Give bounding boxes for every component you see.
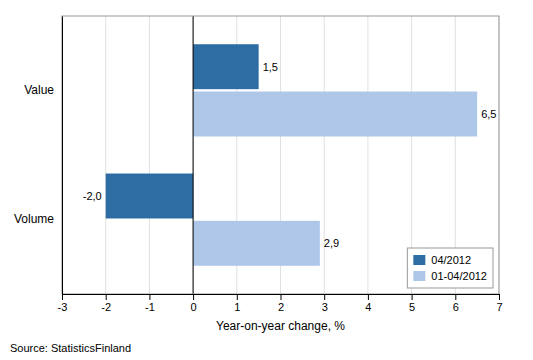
legend-item: 01-04/2012 bbox=[413, 270, 487, 282]
data-label: 1,5 bbox=[263, 61, 278, 73]
legend: 04/2012 01-04/2012 bbox=[407, 248, 493, 288]
bar bbox=[106, 174, 193, 219]
bars bbox=[106, 44, 477, 266]
x-axis: -3 -2 -1 0 1 2 3 4 5 6 7 bbox=[58, 294, 503, 313]
tick: 7 bbox=[496, 294, 502, 313]
tick-mark bbox=[237, 294, 238, 300]
tick: 1 bbox=[234, 294, 240, 313]
annotation: Source: StatisticsFinland bbox=[10, 342, 131, 354]
tick: -1 bbox=[145, 294, 155, 313]
axis-line bbox=[62, 17, 63, 295]
tick-label: -2 bbox=[101, 301, 111, 313]
tick-label: 5 bbox=[409, 301, 415, 313]
axis-title: Year-on-year change, % bbox=[216, 319, 345, 333]
tick-mark bbox=[106, 294, 107, 300]
tick: 5 bbox=[409, 294, 415, 313]
tick-mark bbox=[149, 294, 150, 300]
grid-line bbox=[193, 16, 194, 294]
tick: 3 bbox=[322, 294, 328, 313]
data-label: -2,0 bbox=[83, 190, 102, 202]
bar bbox=[193, 44, 259, 89]
data-label: 2,9 bbox=[324, 237, 339, 249]
tick: -2 bbox=[101, 294, 111, 313]
tick-label: Volume bbox=[14, 212, 54, 226]
tick-mark bbox=[193, 294, 194, 300]
zero-line bbox=[193, 16, 194, 294]
data-label: 6,5 bbox=[481, 108, 496, 120]
tick-label: 7 bbox=[496, 301, 502, 313]
legend-item: 04/2012 bbox=[413, 254, 471, 266]
axis-line bbox=[63, 295, 500, 301]
grid-line bbox=[149, 16, 150, 294]
tick-label: 0 bbox=[191, 301, 197, 313]
tick-label: 6 bbox=[453, 301, 459, 313]
tick-label: 3 bbox=[322, 301, 328, 313]
tick: 4 bbox=[365, 294, 371, 313]
tick-mark bbox=[499, 294, 500, 300]
tick-mark bbox=[455, 294, 456, 300]
y-axis: Value Volume bbox=[14, 17, 63, 295]
tick: 2 bbox=[278, 294, 284, 313]
tick-label: -1 bbox=[145, 301, 155, 313]
chart: -3 -2 -1 0 1 2 3 4 5 6 7 Value Volume 1,5 -2,0 6,5 2,9 04… bbox=[0, 0, 533, 360]
tick-mark bbox=[412, 294, 413, 300]
tick: Volume bbox=[14, 212, 62, 226]
legend-label: 04/2012 bbox=[431, 254, 471, 266]
tick: Value bbox=[24, 83, 62, 97]
tick-label: -3 bbox=[58, 301, 68, 313]
legend-label: 01-04/2012 bbox=[431, 270, 487, 282]
grid-line bbox=[367, 16, 368, 294]
grid bbox=[62, 16, 499, 294]
tick: -3 bbox=[58, 294, 68, 313]
data-labels: 1,5 -2,0 6,5 2,9 bbox=[83, 61, 497, 250]
bar bbox=[193, 221, 320, 266]
grid-line bbox=[324, 16, 325, 294]
tick-label: 1 bbox=[234, 301, 240, 313]
legend-frame bbox=[407, 248, 493, 288]
tick-mark bbox=[62, 294, 63, 300]
tick-mark bbox=[368, 294, 369, 300]
plot-frame bbox=[62, 16, 499, 294]
grid-line bbox=[105, 16, 106, 294]
tick-mark bbox=[324, 294, 325, 300]
tick: 0 bbox=[191, 294, 197, 313]
tick-label: 2 bbox=[278, 301, 284, 313]
tick-label: 4 bbox=[365, 301, 371, 313]
tick-mark bbox=[281, 294, 282, 300]
legend-swatch bbox=[413, 255, 425, 265]
plot: -3 -2 -1 0 1 2 3 4 5 6 7 Value Volume 1,5 -2,0 6,5 2,9 04… bbox=[14, 16, 503, 313]
legend-swatch bbox=[413, 271, 425, 281]
tick-label: Value bbox=[24, 83, 54, 97]
bar bbox=[193, 92, 477, 137]
tick: 6 bbox=[453, 294, 459, 313]
